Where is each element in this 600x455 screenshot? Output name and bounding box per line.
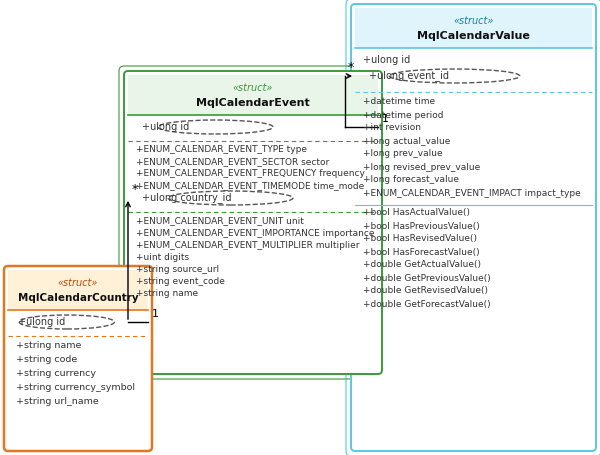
Text: +ulong country_id: +ulong country_id <box>142 192 232 203</box>
Text: +ENUM_CALENDAR_EVENT_IMPACT impact_type: +ENUM_CALENDAR_EVENT_IMPACT impact_type <box>363 188 581 197</box>
Text: +string currency: +string currency <box>16 369 96 378</box>
Text: +string url_name: +string url_name <box>16 396 99 405</box>
Text: +string event_code: +string event_code <box>136 277 225 285</box>
Text: +long prev_value: +long prev_value <box>363 150 443 158</box>
Text: +double GetRevisedValue(): +double GetRevisedValue() <box>363 287 488 295</box>
Text: +ENUM_CALENDAR_EVENT_TYPE type: +ENUM_CALENDAR_EVENT_TYPE type <box>136 146 307 155</box>
FancyBboxPatch shape <box>4 266 152 451</box>
FancyBboxPatch shape <box>8 270 148 310</box>
FancyBboxPatch shape <box>355 8 592 48</box>
Text: +bool HasRevisedValue(): +bool HasRevisedValue() <box>363 234 477 243</box>
Text: +string source_url: +string source_url <box>136 264 219 273</box>
Text: MqlCalendarCountry: MqlCalendarCountry <box>17 293 139 303</box>
Text: +ulong id: +ulong id <box>363 55 410 65</box>
Text: +ulong id: +ulong id <box>18 317 65 327</box>
Text: MqlCalendarEvent: MqlCalendarEvent <box>196 98 310 108</box>
FancyBboxPatch shape <box>124 71 382 374</box>
Text: +ENUM_CALENDAR_EVENT_FREQUENCY frequency: +ENUM_CALENDAR_EVENT_FREQUENCY frequency <box>136 170 365 178</box>
Text: +datetime time: +datetime time <box>363 97 435 106</box>
Text: +string name: +string name <box>136 288 198 298</box>
Text: +double GetActualValue(): +double GetActualValue() <box>363 261 481 269</box>
Text: +datetime period: +datetime period <box>363 111 443 120</box>
Text: +long revised_prev_value: +long revised_prev_value <box>363 162 480 172</box>
Text: +bool HasActualValue(): +bool HasActualValue() <box>363 208 470 217</box>
Text: +uint digits: +uint digits <box>136 253 189 262</box>
Text: «struct»: «struct» <box>58 278 98 288</box>
Text: +string code: +string code <box>16 354 77 364</box>
Text: +ENUM_CALENDAR_EVENT_SECTOR sector: +ENUM_CALENDAR_EVENT_SECTOR sector <box>136 157 329 167</box>
Text: 1: 1 <box>382 114 389 124</box>
Text: +double GetForecastValue(): +double GetForecastValue() <box>363 299 491 308</box>
Text: *: * <box>348 61 354 75</box>
Text: +ulong id: +ulong id <box>142 122 189 132</box>
Text: +long actual_value: +long actual_value <box>363 136 451 146</box>
Text: +string name: +string name <box>16 340 82 349</box>
Text: «struct»: «struct» <box>233 83 273 93</box>
Text: +bool HasForecastValue(): +bool HasForecastValue() <box>363 248 479 257</box>
Text: 1: 1 <box>152 309 159 319</box>
Text: +ulong event_id: +ulong event_id <box>369 71 449 81</box>
FancyBboxPatch shape <box>128 75 378 115</box>
Text: +bool HasPreviousValue(): +bool HasPreviousValue() <box>363 222 480 231</box>
FancyBboxPatch shape <box>351 4 596 451</box>
Text: +long forecast_value: +long forecast_value <box>363 176 459 184</box>
Text: «struct»: «struct» <box>454 16 494 26</box>
Text: +string currency_symbol: +string currency_symbol <box>16 383 135 391</box>
Text: +ENUM_CALENDAR_EVENT_IMPORTANCE importance: +ENUM_CALENDAR_EVENT_IMPORTANCE importan… <box>136 228 374 238</box>
Text: MqlCalendarValue: MqlCalendarValue <box>417 31 530 41</box>
Text: +ENUM_CALENDAR_EVENT_UNIT unit: +ENUM_CALENDAR_EVENT_UNIT unit <box>136 217 304 226</box>
Text: +ENUM_CALENDAR_EVENT_MULTIPLIER multiplier: +ENUM_CALENDAR_EVENT_MULTIPLIER multipli… <box>136 241 359 249</box>
Text: +ENUM_CALENDAR_EVENT_TIMEMODE time_mode: +ENUM_CALENDAR_EVENT_TIMEMODE time_mode <box>136 182 364 191</box>
Text: +int revision: +int revision <box>363 123 421 132</box>
Text: +double GetPreviousValue(): +double GetPreviousValue() <box>363 273 491 283</box>
Text: *: * <box>132 183 138 197</box>
